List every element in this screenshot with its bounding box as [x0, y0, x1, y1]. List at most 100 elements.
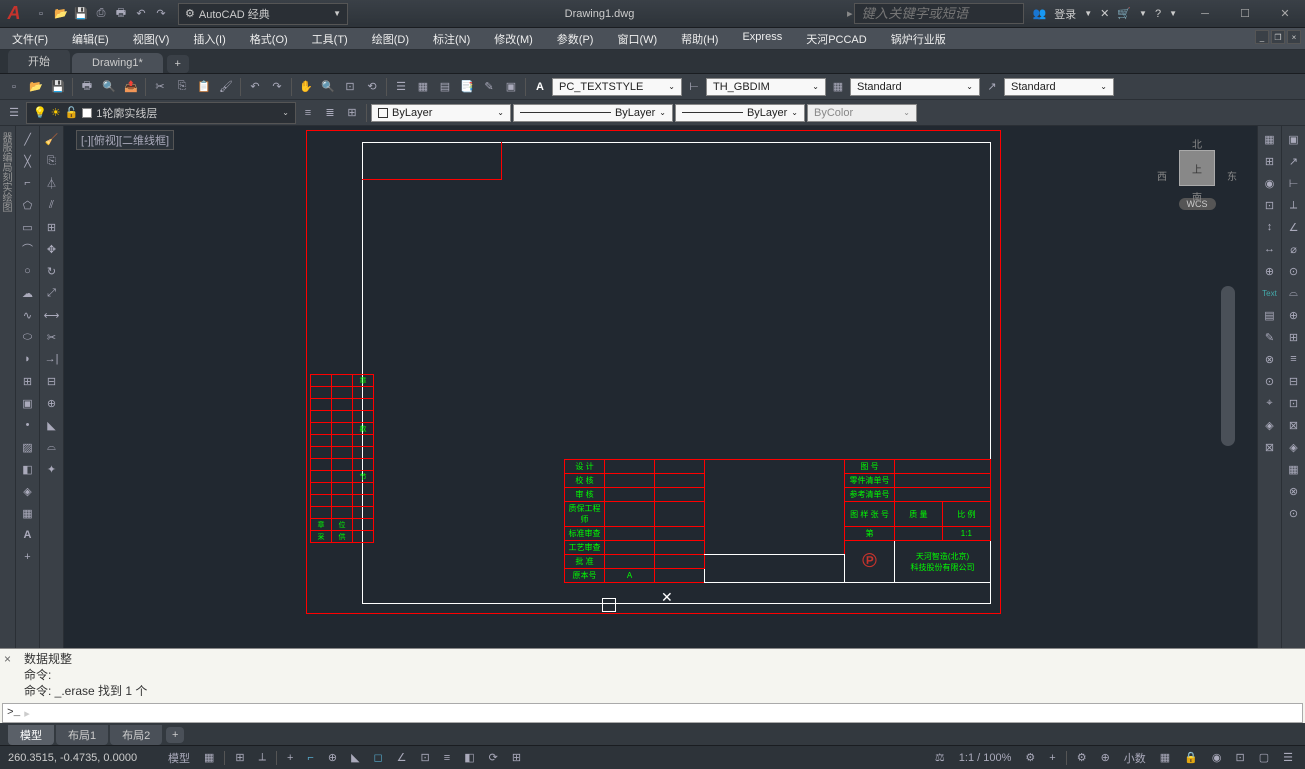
undo2-icon[interactable]: ↶ [245, 77, 265, 97]
grid-icon[interactable]: ▦ [200, 749, 218, 766]
tab-add-button[interactable]: + [167, 55, 189, 73]
lwt-icon[interactable]: ≡ [440, 750, 454, 766]
copy-icon[interactable]: ⎘ [172, 77, 192, 97]
r7-icon[interactable]: ⊕ [1260, 261, 1280, 281]
r14-icon[interactable]: ◈ [1260, 415, 1280, 435]
mdi-restore[interactable]: ❐ [1271, 30, 1285, 44]
modelspace-button[interactable]: 模型 [164, 748, 194, 768]
annomon-icon[interactable]: ⊕ [1097, 749, 1114, 766]
array-icon[interactable]: ⊞ [42, 217, 62, 237]
hwaccel-icon[interactable]: ⊡ [1232, 749, 1249, 766]
ellipsearc-icon[interactable]: ◗ [18, 349, 38, 369]
layer-iso-icon[interactable]: ⊞ [342, 103, 362, 123]
r2-icon[interactable]: ⊞ [1260, 151, 1280, 171]
polygon-icon[interactable]: ⬠ [18, 195, 38, 215]
s4-icon[interactable]: ⟂ [1284, 195, 1304, 215]
layout-tab-2[interactable]: 布局2 [110, 725, 162, 745]
tablestyle-icon[interactable]: ▦ [828, 77, 848, 97]
command-input[interactable] [32, 706, 1298, 720]
minimize-button[interactable]: ─ [1185, 0, 1225, 28]
color-dropdown[interactable]: ByLayer⌄ [371, 104, 511, 122]
lockui-icon[interactable]: 🔒 [1180, 749, 1202, 766]
workspace-dropdown[interactable]: ⚙ AutoCAD 经典 ▼ [178, 3, 348, 25]
save2-icon[interactable]: 💾 [48, 77, 68, 97]
s10-icon[interactable]: ⊞ [1284, 327, 1304, 347]
s8-icon[interactable]: ⌓ [1284, 283, 1304, 303]
s5-icon[interactable]: ∠ [1284, 217, 1304, 237]
break-icon[interactable]: ⊟ [42, 371, 62, 391]
zoom-icon[interactable]: 🔍 [318, 77, 338, 97]
zoomwin-icon[interactable]: ⊡ [340, 77, 360, 97]
dyninput-icon[interactable]: + [283, 750, 297, 766]
s12-icon[interactable]: ⊟ [1284, 371, 1304, 391]
spline-icon[interactable]: ∿ [18, 305, 38, 325]
stretch-icon[interactable]: ⟷ [42, 305, 62, 325]
navigation-bar[interactable] [1221, 286, 1235, 446]
menu-window[interactable]: 窗口(W) [605, 28, 669, 49]
redo-icon[interactable]: ↷ [152, 5, 170, 23]
r1-icon[interactable]: ▦ [1260, 129, 1280, 149]
menu-format[interactable]: 格式(O) [238, 28, 300, 49]
ws-switch-icon[interactable]: ⚙ [1073, 749, 1091, 766]
mdi-close[interactable]: × [1287, 30, 1301, 44]
menu-draw[interactable]: 绘图(D) [360, 28, 421, 49]
transparency-icon[interactable]: ◧ [460, 749, 478, 766]
search-input[interactable] [854, 3, 1024, 24]
markup-icon[interactable]: ✎ [479, 77, 499, 97]
customize-icon[interactable]: ☰ [1279, 749, 1297, 766]
saveas-icon[interactable]: ⎙ [92, 5, 110, 23]
selcycle-icon[interactable]: ⟳ [485, 749, 502, 766]
menu-edit[interactable]: 编辑(E) [60, 28, 121, 49]
menu-express[interactable]: Express [730, 28, 794, 49]
textstyle-a-icon[interactable]: A [530, 77, 550, 97]
plotstyle-dropdown[interactable]: ByColor⌄ [807, 104, 917, 122]
mdi-minimize[interactable]: _ [1255, 30, 1269, 44]
help-chevron-icon[interactable]: ▼ [1169, 9, 1177, 18]
circle-icon[interactable]: ○ [18, 261, 38, 281]
r11-icon[interactable]: ⊗ [1260, 349, 1280, 369]
units-label[interactable]: 小数 [1120, 748, 1150, 768]
open2-icon[interactable]: 📂 [26, 77, 46, 97]
scale-label[interactable]: 1:1 / 100% [955, 750, 1016, 766]
dimstyle-icon[interactable]: ⊢ [684, 77, 704, 97]
ortho-icon[interactable]: ⌐ [303, 750, 317, 766]
menu-pccad[interactable]: 天河PCCAD [794, 28, 879, 49]
addselected-icon[interactable]: + [18, 547, 38, 567]
cart-icon[interactable]: 🛒 [1117, 7, 1131, 20]
publish-icon[interactable]: 📤 [121, 77, 141, 97]
region-icon[interactable]: ◈ [18, 481, 38, 501]
login-chevron-icon[interactable]: ▼ [1084, 9, 1092, 18]
mtext-icon[interactable]: A [18, 525, 38, 545]
menu-modify[interactable]: 修改(M) [482, 28, 545, 49]
sheetset-icon[interactable]: 📑 [457, 77, 477, 97]
plot-icon[interactable]: 🖶 [112, 5, 130, 23]
gradient-icon[interactable]: ◧ [18, 459, 38, 479]
s17-icon[interactable]: ⊗ [1284, 481, 1304, 501]
coordinates[interactable]: 260.3515, -0.4735, 0.0000 [8, 752, 158, 764]
pan-icon[interactable]: ✋ [296, 77, 316, 97]
app-logo[interactable]: A [0, 0, 28, 28]
polar-icon[interactable]: ⊕ [324, 749, 341, 766]
autoscale-icon[interactable]: + [1045, 750, 1059, 766]
r6-icon[interactable]: ↔ [1260, 239, 1280, 259]
rotate-icon[interactable]: ↻ [42, 261, 62, 281]
layout-add-button[interactable]: + [166, 727, 184, 743]
layer-dropdown[interactable]: 💡 ☀ 🔓 1轮廓实线层 ⌄ [26, 102, 296, 124]
iso-icon[interactable]: ◣ [347, 749, 363, 766]
a360-chevron-icon[interactable]: ▼ [1139, 9, 1147, 18]
join-icon[interactable]: ⊕ [42, 393, 62, 413]
ellipse-icon[interactable]: ⬭ [18, 327, 38, 347]
revcloud-icon[interactable]: ☁ [18, 283, 38, 303]
point-icon[interactable]: • [18, 415, 38, 435]
infocenter-icon[interactable]: 👥 [1032, 7, 1046, 20]
zoomprev-icon[interactable]: ⟲ [362, 77, 382, 97]
mleaderstyle-icon[interactable]: ↗ [982, 77, 1002, 97]
menu-view[interactable]: 视图(V) [121, 28, 182, 49]
redo2-icon[interactable]: ↷ [267, 77, 287, 97]
s15-icon[interactable]: ◈ [1284, 437, 1304, 457]
s16-icon[interactable]: ▦ [1284, 459, 1304, 479]
gear2-icon[interactable]: ⚙ [1021, 749, 1039, 766]
layer-manager-icon[interactable]: ☰ [4, 103, 24, 123]
menu-boiler[interactable]: 锅炉行业版 [879, 28, 958, 49]
r13-icon[interactable]: ⌖ [1260, 393, 1280, 413]
